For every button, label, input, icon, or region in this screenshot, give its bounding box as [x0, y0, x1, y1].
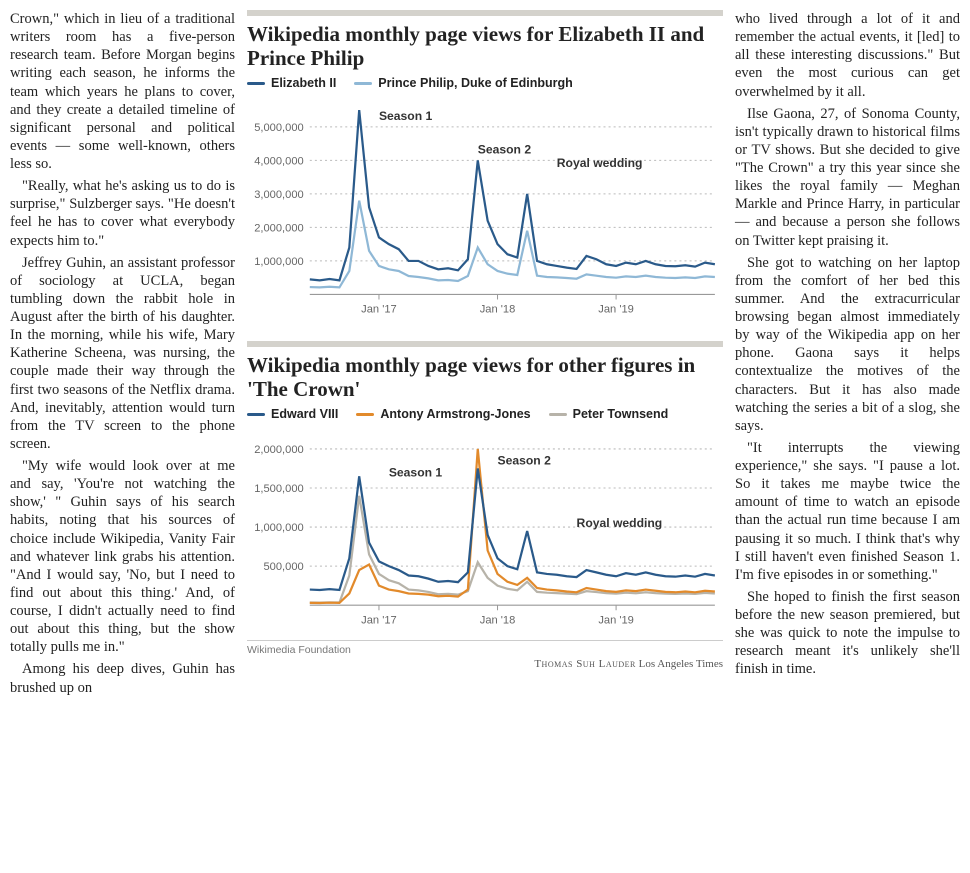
chart-rule [247, 341, 723, 347]
legend-label: Edward VIII [271, 407, 338, 421]
chart-1: Wikipedia monthly page views for Elizabe… [247, 10, 723, 323]
svg-text:Jan '17: Jan '17 [361, 304, 397, 316]
article-paragraph: "My wife would look over at me and say, … [10, 457, 235, 656]
svg-text:1,000,000: 1,000,000 [254, 522, 304, 534]
article-paragraph: Jeffrey Guhin, an assistant professor of… [10, 254, 235, 453]
svg-text:500,000: 500,000 [264, 562, 304, 574]
article-paragraph: "It interrupts the viewing experience," … [735, 439, 960, 584]
article-paragraph: She hoped to finish the first season bef… [735, 588, 960, 679]
legend-swatch [354, 82, 372, 85]
legend-swatch [247, 413, 265, 416]
svg-text:1,000,000: 1,000,000 [254, 256, 304, 268]
legend-item: Peter Townsend [549, 407, 669, 421]
chart-1-plot: 1,000,000 2,000,000 3,000,000 4,000,000 5,00… [247, 100, 723, 323]
legend-label: Antony Armstrong-Jones [380, 407, 530, 421]
credit-org: Los Angeles Times [639, 658, 723, 670]
svg-text:5,000,000: 5,000,000 [254, 122, 304, 134]
article-left-column: Crown," which in lieu of a traditional w… [10, 10, 235, 701]
legend-label: Peter Townsend [573, 407, 669, 421]
legend-label: Prince Philip, Duke of Edinburgh [378, 76, 572, 90]
chart-2: Wikipedia monthly page views for other f… [247, 341, 723, 670]
svg-text:Jan '19: Jan '19 [598, 615, 634, 627]
chart-2-legend: Edward VIII Antony Armstrong-Jones Peter T… [247, 407, 723, 421]
legend-item: Antony Armstrong-Jones [356, 407, 530, 421]
article-right-column: who lived through a lot of it and rememb… [735, 10, 960, 701]
article-paragraph: Crown," which in lieu of a traditional w… [10, 10, 235, 173]
svg-text:Jan '18: Jan '18 [480, 304, 516, 316]
svg-text:2,000,000: 2,000,000 [254, 444, 304, 456]
chart-source: Wikimedia Foundation [247, 640, 723, 656]
chart-1-title: Wikipedia monthly page views for Elizabe… [247, 22, 723, 70]
legend-swatch [549, 413, 567, 416]
legend-swatch [247, 82, 265, 85]
svg-text:Jan '18: Jan '18 [480, 615, 516, 627]
legend-item: Prince Philip, Duke of Edinburgh [354, 76, 572, 90]
legend-swatch [356, 413, 374, 416]
charts-column: Wikipedia monthly page views for Elizabe… [247, 10, 723, 701]
legend-item: Edward VIII [247, 407, 338, 421]
svg-text:Jan '19: Jan '19 [598, 304, 634, 316]
svg-text:2,000,000: 2,000,000 [254, 223, 304, 235]
article-paragraph: Ilse Gaona, 27, of Sonoma County, isn't … [735, 105, 960, 250]
svg-text:1,500,000: 1,500,000 [254, 483, 304, 495]
legend-label: Elizabeth II [271, 76, 336, 90]
chart-2-plot: 500,000 1,000,000 1,500,000 2,000,000 Jan '1… [247, 431, 723, 634]
chart-1-legend: Elizabeth II Prince Philip, Duke of Edinb… [247, 76, 723, 90]
svg-text:3,000,000: 3,000,000 [254, 189, 304, 201]
svg-text:Royal wedding: Royal wedding [577, 516, 663, 530]
svg-text:Jan '17: Jan '17 [361, 615, 397, 627]
svg-text:Royal wedding: Royal wedding [557, 156, 643, 170]
svg-text:Season 1: Season 1 [389, 466, 443, 480]
chart-rule [247, 10, 723, 16]
chart-credit: Thomas Suh Lauder Los Angeles Times [247, 658, 723, 670]
article-paragraph: She got to watching on her laptop from t… [735, 254, 960, 435]
svg-text:Season 2: Season 2 [498, 454, 552, 468]
credit-name: Thomas Suh Lauder [534, 658, 636, 670]
svg-text:4,000,000: 4,000,000 [254, 156, 304, 168]
svg-text:Season 1: Season 1 [379, 109, 433, 123]
svg-text:Season 2: Season 2 [478, 143, 532, 157]
legend-item: Elizabeth II [247, 76, 336, 90]
article-paragraph: who lived through a lot of it and rememb… [735, 10, 960, 101]
chart-2-title: Wikipedia monthly page views for other f… [247, 353, 723, 401]
article-paragraph: Among his deep dives, Guhin has brushed … [10, 660, 235, 696]
article-paragraph: "Really, what he's asking us to do is su… [10, 177, 235, 250]
